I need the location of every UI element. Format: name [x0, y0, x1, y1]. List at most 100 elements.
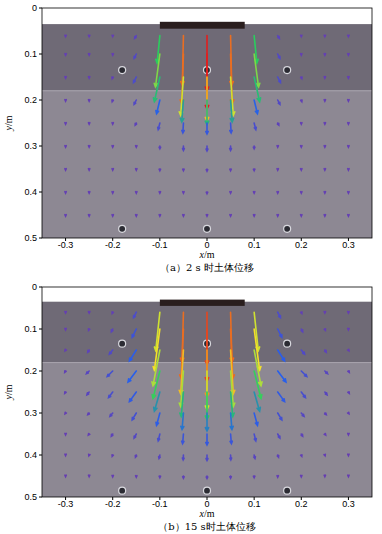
displacement-vector: [65, 312, 66, 313]
displacement-vector: [301, 35, 302, 36]
displacement-vector: [324, 35, 325, 36]
displacement-vector: [348, 100, 349, 101]
displacement-vector: [325, 413, 327, 415]
displacement-vector: [180, 100, 183, 122]
displacement-vector: [230, 123, 232, 133]
marker-point: [284, 67, 291, 74]
marker-point: [204, 225, 211, 232]
displacement-vector: [158, 434, 160, 441]
displacement-vector: [205, 100, 208, 125]
displacement-vector: [325, 392, 327, 395]
displacement-vector: [134, 54, 136, 58]
displacement-vector: [277, 455, 278, 457]
displacement-vector: [253, 476, 254, 478]
displacement-vector: [136, 169, 137, 170]
lower-soil-layer: [42, 363, 372, 497]
displacement-vector: [153, 77, 159, 102]
displacement-vector: [112, 215, 113, 216]
displacement-vector: [301, 392, 305, 398]
displacement-vector: [112, 35, 113, 36]
displacement-vector: [278, 392, 285, 402]
displacement-vector: [301, 350, 304, 354]
displacement-vector: [301, 312, 302, 314]
displacement-vector: [181, 413, 184, 430]
displacement-vector: [206, 215, 207, 216]
displacement-vector: [325, 350, 327, 352]
panel-caption: （b）15 s时土体位移: [158, 521, 255, 532]
displacement-vector: [348, 146, 349, 147]
x-axis-label: x/m: [198, 249, 214, 260]
plot-area: [42, 300, 372, 497]
displacement-vector: [301, 54, 302, 55]
displacement-vector: [277, 123, 278, 125]
y-tick: [39, 238, 42, 239]
displacement-vector: [88, 123, 89, 124]
displacement-vector: [324, 433, 325, 435]
panel-caption: （a）2 s 时土体位移: [160, 262, 254, 273]
y-tick: [39, 329, 42, 330]
displacement-vector: [254, 392, 260, 411]
y-axis-label: y/m: [3, 115, 14, 131]
y-axis-label: y/m: [3, 384, 14, 400]
displacement-vector: [183, 215, 184, 216]
displacement-vector: [110, 413, 113, 416]
displacement-vector: [301, 455, 302, 457]
displacement-vector: [348, 392, 349, 394]
displacement-vector: [206, 123, 208, 134]
displacement-vector: [134, 77, 137, 83]
displacement-vector: [205, 413, 208, 431]
displacement-vector: [254, 123, 256, 130]
displacement-vector: [88, 192, 89, 193]
displacement-vector: [348, 475, 349, 476]
displacement-vector: [154, 392, 160, 411]
displacement-vector: [301, 371, 307, 377]
displacement-vector: [348, 215, 349, 216]
displacement-vector: [159, 455, 161, 459]
displacement-vector: [324, 169, 325, 170]
displacement-vector: [324, 192, 325, 193]
x-tick-label: -0.3: [58, 499, 74, 509]
displacement-vector: [129, 392, 136, 402]
displacement-vector: [301, 169, 302, 170]
y-tick: [39, 100, 42, 101]
displacement-vector: [88, 350, 90, 352]
displacement-vector: [253, 215, 254, 216]
displacement-vector: [254, 413, 258, 425]
displacement-vector: [348, 328, 349, 329]
displacement-vector: [348, 123, 349, 124]
y-tick: [39, 146, 42, 147]
displacement-vector: [278, 329, 282, 337]
plot-area: [42, 22, 372, 238]
displacement-vector: [109, 350, 112, 354]
displacement-vector: [135, 123, 136, 125]
displacement-vector: [88, 54, 89, 55]
vectors: [65, 312, 350, 479]
displacement-vector: [112, 475, 113, 476]
x-tick-label: 0.1: [248, 499, 261, 509]
y-tick: [39, 287, 42, 288]
displacement-vector: [88, 100, 89, 101]
displacement-vector: [65, 475, 66, 476]
x-tick-label: -0.2: [105, 499, 121, 509]
displacement-vector: [348, 312, 349, 313]
panel-1: -0.3-0.2-0.100.10.20.300.10.20.30.40.5x/…: [3, 282, 372, 532]
displacement-vector: [277, 169, 278, 170]
displacement-vector: [132, 329, 136, 337]
displacement-vector: [112, 455, 113, 457]
displacement-vector: [112, 169, 113, 170]
displacement-vector: [278, 413, 282, 420]
plot-frame: [42, 8, 372, 238]
displacement-vector: [230, 476, 232, 478]
displacement-vector: [112, 54, 113, 55]
marker-point: [119, 340, 126, 347]
displacement-vector: [301, 215, 302, 216]
displacement-vector: [65, 349, 66, 351]
displacement-vector: [278, 36, 280, 39]
marker-point: [284, 340, 291, 347]
displacement-vector: [129, 350, 136, 361]
displacement-vector: [128, 371, 136, 382]
x-tick-label: -0.3: [58, 240, 74, 250]
displacement-vector: [254, 350, 262, 386]
displacement-vector: [87, 392, 89, 395]
displacement-vector: [88, 433, 89, 435]
